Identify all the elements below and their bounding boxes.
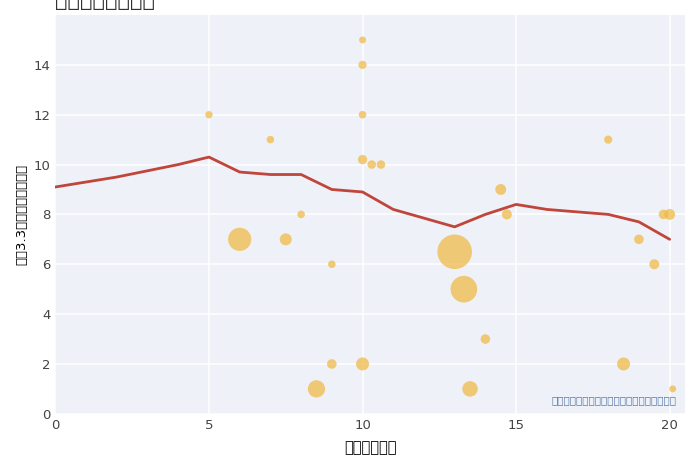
Point	[357, 360, 368, 368]
Point	[501, 211, 512, 218]
Point	[618, 360, 629, 368]
Point	[265, 136, 276, 143]
X-axis label: 駅距離（分）: 駅距離（分）	[344, 440, 396, 455]
Point	[326, 360, 337, 368]
Point	[295, 211, 307, 218]
Point	[667, 385, 678, 392]
Point	[311, 385, 322, 392]
Point	[464, 385, 475, 392]
Y-axis label: 坪（3.3㎡）単価（万円）: 坪（3.3㎡）単価（万円）	[15, 164, 28, 265]
Point	[449, 248, 461, 256]
Point	[480, 335, 491, 343]
Point	[326, 260, 337, 268]
Text: 円の大きさは、取引のあった物件面積を示す: 円の大きさは、取引のあった物件面積を示す	[552, 395, 677, 406]
Text: 駅距離別土地価格: 駅距離別土地価格	[55, 0, 155, 10]
Point	[357, 61, 368, 69]
Point	[375, 161, 386, 168]
Point	[458, 285, 470, 293]
Point	[649, 260, 660, 268]
Point	[664, 211, 676, 218]
Point	[658, 211, 669, 218]
Point	[357, 111, 368, 118]
Point	[603, 136, 614, 143]
Point	[280, 235, 291, 243]
Point	[634, 235, 645, 243]
Point	[357, 156, 368, 164]
Point	[357, 36, 368, 44]
Point	[234, 235, 245, 243]
Point	[495, 186, 506, 193]
Point	[366, 161, 377, 168]
Point	[204, 111, 215, 118]
